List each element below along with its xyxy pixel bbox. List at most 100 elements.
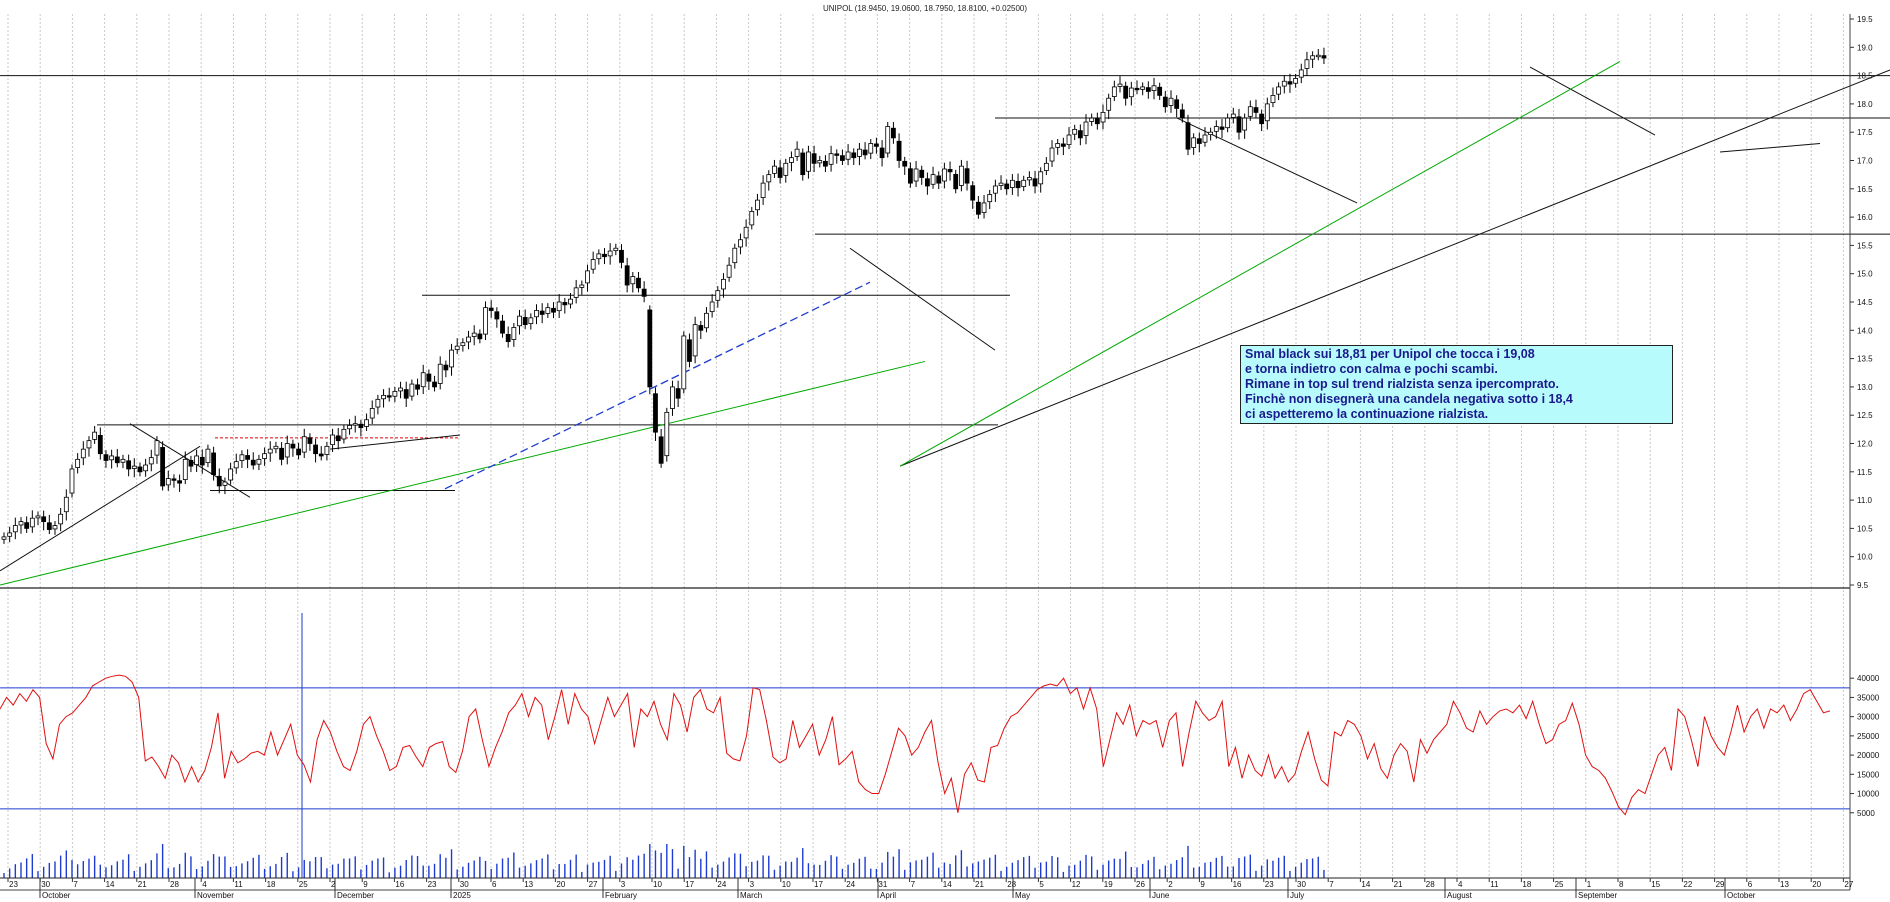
x-tick-label: 14 <box>106 880 115 889</box>
candle-body <box>658 436 664 464</box>
candle-body <box>126 460 132 470</box>
x-tick-label: 18 <box>267 880 276 889</box>
candle-body <box>103 454 109 461</box>
candle-body <box>69 468 75 494</box>
candle-body <box>409 383 415 397</box>
candle-body <box>494 311 500 320</box>
candle-body <box>698 325 704 331</box>
month-label: November <box>197 891 234 900</box>
x-tick-label: 30 <box>460 880 469 889</box>
candle-body <box>1196 138 1202 144</box>
x-tick-label: 19 <box>1104 880 1113 889</box>
candle-body <box>1242 117 1248 131</box>
x-tick-label: 6 <box>492 880 497 889</box>
candle-body <box>749 211 755 226</box>
candle-body <box>454 345 460 350</box>
candle-body <box>772 165 777 174</box>
candle-body <box>511 327 517 340</box>
candle-body <box>851 152 857 159</box>
annotation-line: ci aspetteremo la continuazione rialzist… <box>1245 407 1489 421</box>
candle-body <box>721 278 726 290</box>
y-tick-label: 16.0 <box>1857 213 1873 222</box>
candle-body <box>1049 147 1055 162</box>
x-tick-label: 23 <box>9 880 18 889</box>
candle-body <box>137 466 143 473</box>
candle-body <box>216 475 222 487</box>
candle-body <box>545 307 551 314</box>
y-tick-label: 12.0 <box>1857 440 1873 449</box>
x-tick-label: 21 <box>975 880 984 889</box>
candle-body <box>1276 86 1282 95</box>
candle-body <box>466 336 471 343</box>
trend-line <box>0 445 201 572</box>
candle-body <box>522 317 528 326</box>
x-tick-label: 11 <box>234 880 243 889</box>
candle-body <box>534 310 539 318</box>
candle-body <box>1134 87 1140 91</box>
candle-body <box>1191 137 1197 148</box>
month-label: March <box>740 891 762 900</box>
x-tick-label: 7 <box>73 880 78 889</box>
candle-body <box>1009 179 1015 188</box>
candle-body <box>1281 80 1287 87</box>
candle-body <box>732 247 738 264</box>
x-tick-label: 12 <box>1072 880 1081 889</box>
candle-body <box>783 162 789 176</box>
candle-body <box>188 459 194 467</box>
candle-body <box>403 389 409 399</box>
y-tick-label: 15.5 <box>1857 241 1873 250</box>
candle-body <box>828 153 834 165</box>
candle-body <box>1264 103 1270 122</box>
candle-body <box>52 525 58 530</box>
candle-body <box>1094 118 1100 125</box>
candle-body <box>364 419 369 427</box>
candle-body <box>1072 128 1078 135</box>
month-label: August <box>1447 891 1473 900</box>
candle-body <box>347 424 352 430</box>
candle-body <box>352 423 358 426</box>
month-label: February <box>605 891 637 900</box>
x-tick-label: 23 <box>1265 880 1274 889</box>
candle-body <box>369 408 375 419</box>
candle-body <box>1225 117 1231 129</box>
month-label: December <box>337 891 374 900</box>
candle-body <box>1100 111 1106 123</box>
candle-body <box>1230 113 1236 118</box>
candle-body <box>1021 179 1027 187</box>
x-tick-label: 18 <box>1522 880 1531 889</box>
x-tick-label: 29 <box>1716 880 1725 889</box>
candle-body <box>930 174 936 185</box>
trend-line <box>1176 117 1358 204</box>
month-label: June <box>1152 891 1170 900</box>
x-tick-label: 14 <box>943 880 952 889</box>
candle-body <box>1157 86 1163 96</box>
candle-body <box>1066 134 1072 146</box>
candle-body <box>1 536 7 540</box>
y-tick-label: 5000 <box>1857 809 1875 818</box>
candle-body <box>834 153 840 156</box>
candle-body <box>975 201 981 215</box>
candle-body <box>250 459 256 466</box>
x-tick-label: 24 <box>717 880 726 889</box>
axes: 23 30 7 14 21 28 4 11 18 25 2 9 16 23 30 6 13 20 27 3 10 17 24… <box>0 14 1880 900</box>
candle-body <box>392 391 398 397</box>
candle-body <box>862 149 868 156</box>
candle-body <box>687 339 692 362</box>
candle-body <box>811 153 817 164</box>
x-tick-label: 17 <box>814 880 823 889</box>
candle-body <box>517 315 522 327</box>
x-tick-label: 17 <box>685 880 694 889</box>
candle-body <box>1004 183 1010 190</box>
month-label: September <box>1578 891 1617 900</box>
y-tick-label: 13.5 <box>1857 355 1873 364</box>
candle-body <box>607 250 613 257</box>
x-tick-label: 28 <box>1007 880 1016 889</box>
candle-body <box>602 253 607 258</box>
candle-body <box>845 151 851 160</box>
candle-body <box>182 458 188 480</box>
candle-body <box>1111 86 1117 97</box>
oscillator-line <box>0 674 1831 816</box>
candle-body <box>760 182 766 198</box>
y-tick-label: 11.0 <box>1857 496 1873 505</box>
candle-body <box>1043 162 1049 171</box>
